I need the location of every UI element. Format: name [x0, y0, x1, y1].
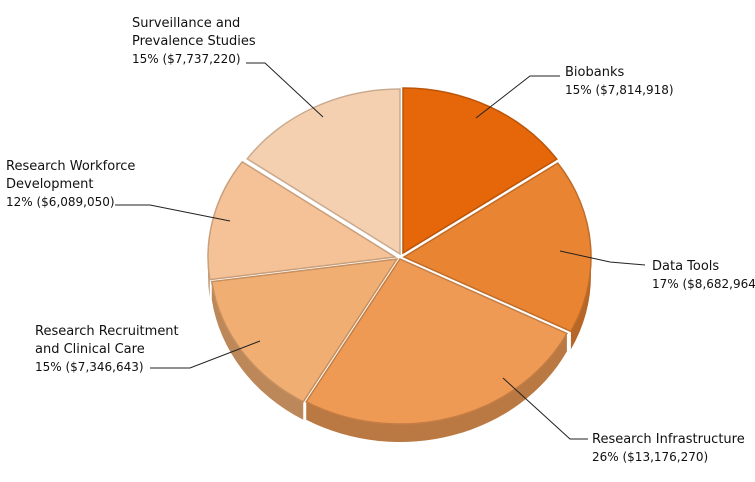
leader-line-4: [115, 204, 231, 222]
slice-value-0: 15% ($7,814,918): [565, 83, 674, 97]
leader-line-0: [475, 75, 560, 119]
slice-name-5-0: Surveillance and: [132, 16, 240, 31]
slice-value-5: 15% ($7,737,220): [132, 52, 241, 66]
slice-side-2: [306, 333, 567, 442]
leader-line-3: [150, 340, 261, 369]
slice-name-2-0: Research Infrastructure: [592, 432, 745, 447]
slice-value-2: 26% ($13,176,270): [592, 450, 708, 464]
slice-label-4: Research Workforce Development 12% ($6,089…: [6, 159, 135, 209]
pie-slices: [207, 87, 592, 425]
pie-slice-1: [402, 162, 592, 333]
leader-line-5: [246, 62, 324, 118]
slice-name-3-0: Research Recruitment: [35, 324, 179, 339]
slice-side-3: [211, 281, 304, 420]
slice-name-5-1: Prevalence Studies: [132, 34, 256, 49]
slice-side-1: [570, 257, 591, 350]
slice-label-3: Research Recruitment and Clinical Care 15%…: [35, 324, 179, 374]
slice-value-4: 12% ($6,089,050): [6, 195, 115, 209]
slice-labels: Biobanks 15% ($7,814,918) Data Tools 17% ($…: [6, 16, 755, 464]
leader-line-1: [559, 250, 646, 266]
slice-value-3: 15% ($7,346,643): [35, 360, 144, 374]
slice-name-4-1: Development: [6, 177, 94, 192]
slice-name-0-0: Biobanks: [565, 65, 624, 80]
slice-label-2: Research Infrastructure 26% ($13,176,270): [592, 432, 745, 464]
pie-slice-5: [246, 88, 401, 256]
pie-slice-3: [210, 258, 399, 403]
pie-slice-2: [305, 258, 568, 425]
slice-name-3-1: and Clinical Care: [35, 342, 145, 357]
leader-line-2: [502, 377, 588, 440]
slice-label-0: Biobanks 15% ($7,814,918): [565, 65, 674, 97]
slice-value-1: 17% ($8,682,964): [652, 277, 755, 291]
slice-name-4-0: Research Workforce: [6, 159, 135, 174]
slice-label-1: Data Tools 17% ($8,682,964): [652, 259, 755, 291]
leader-lines: [115, 62, 646, 440]
slice-label-5: Surveillance and Prevalence Studies 15% ($…: [132, 16, 256, 66]
slice-name-1-0: Data Tools: [652, 259, 719, 274]
